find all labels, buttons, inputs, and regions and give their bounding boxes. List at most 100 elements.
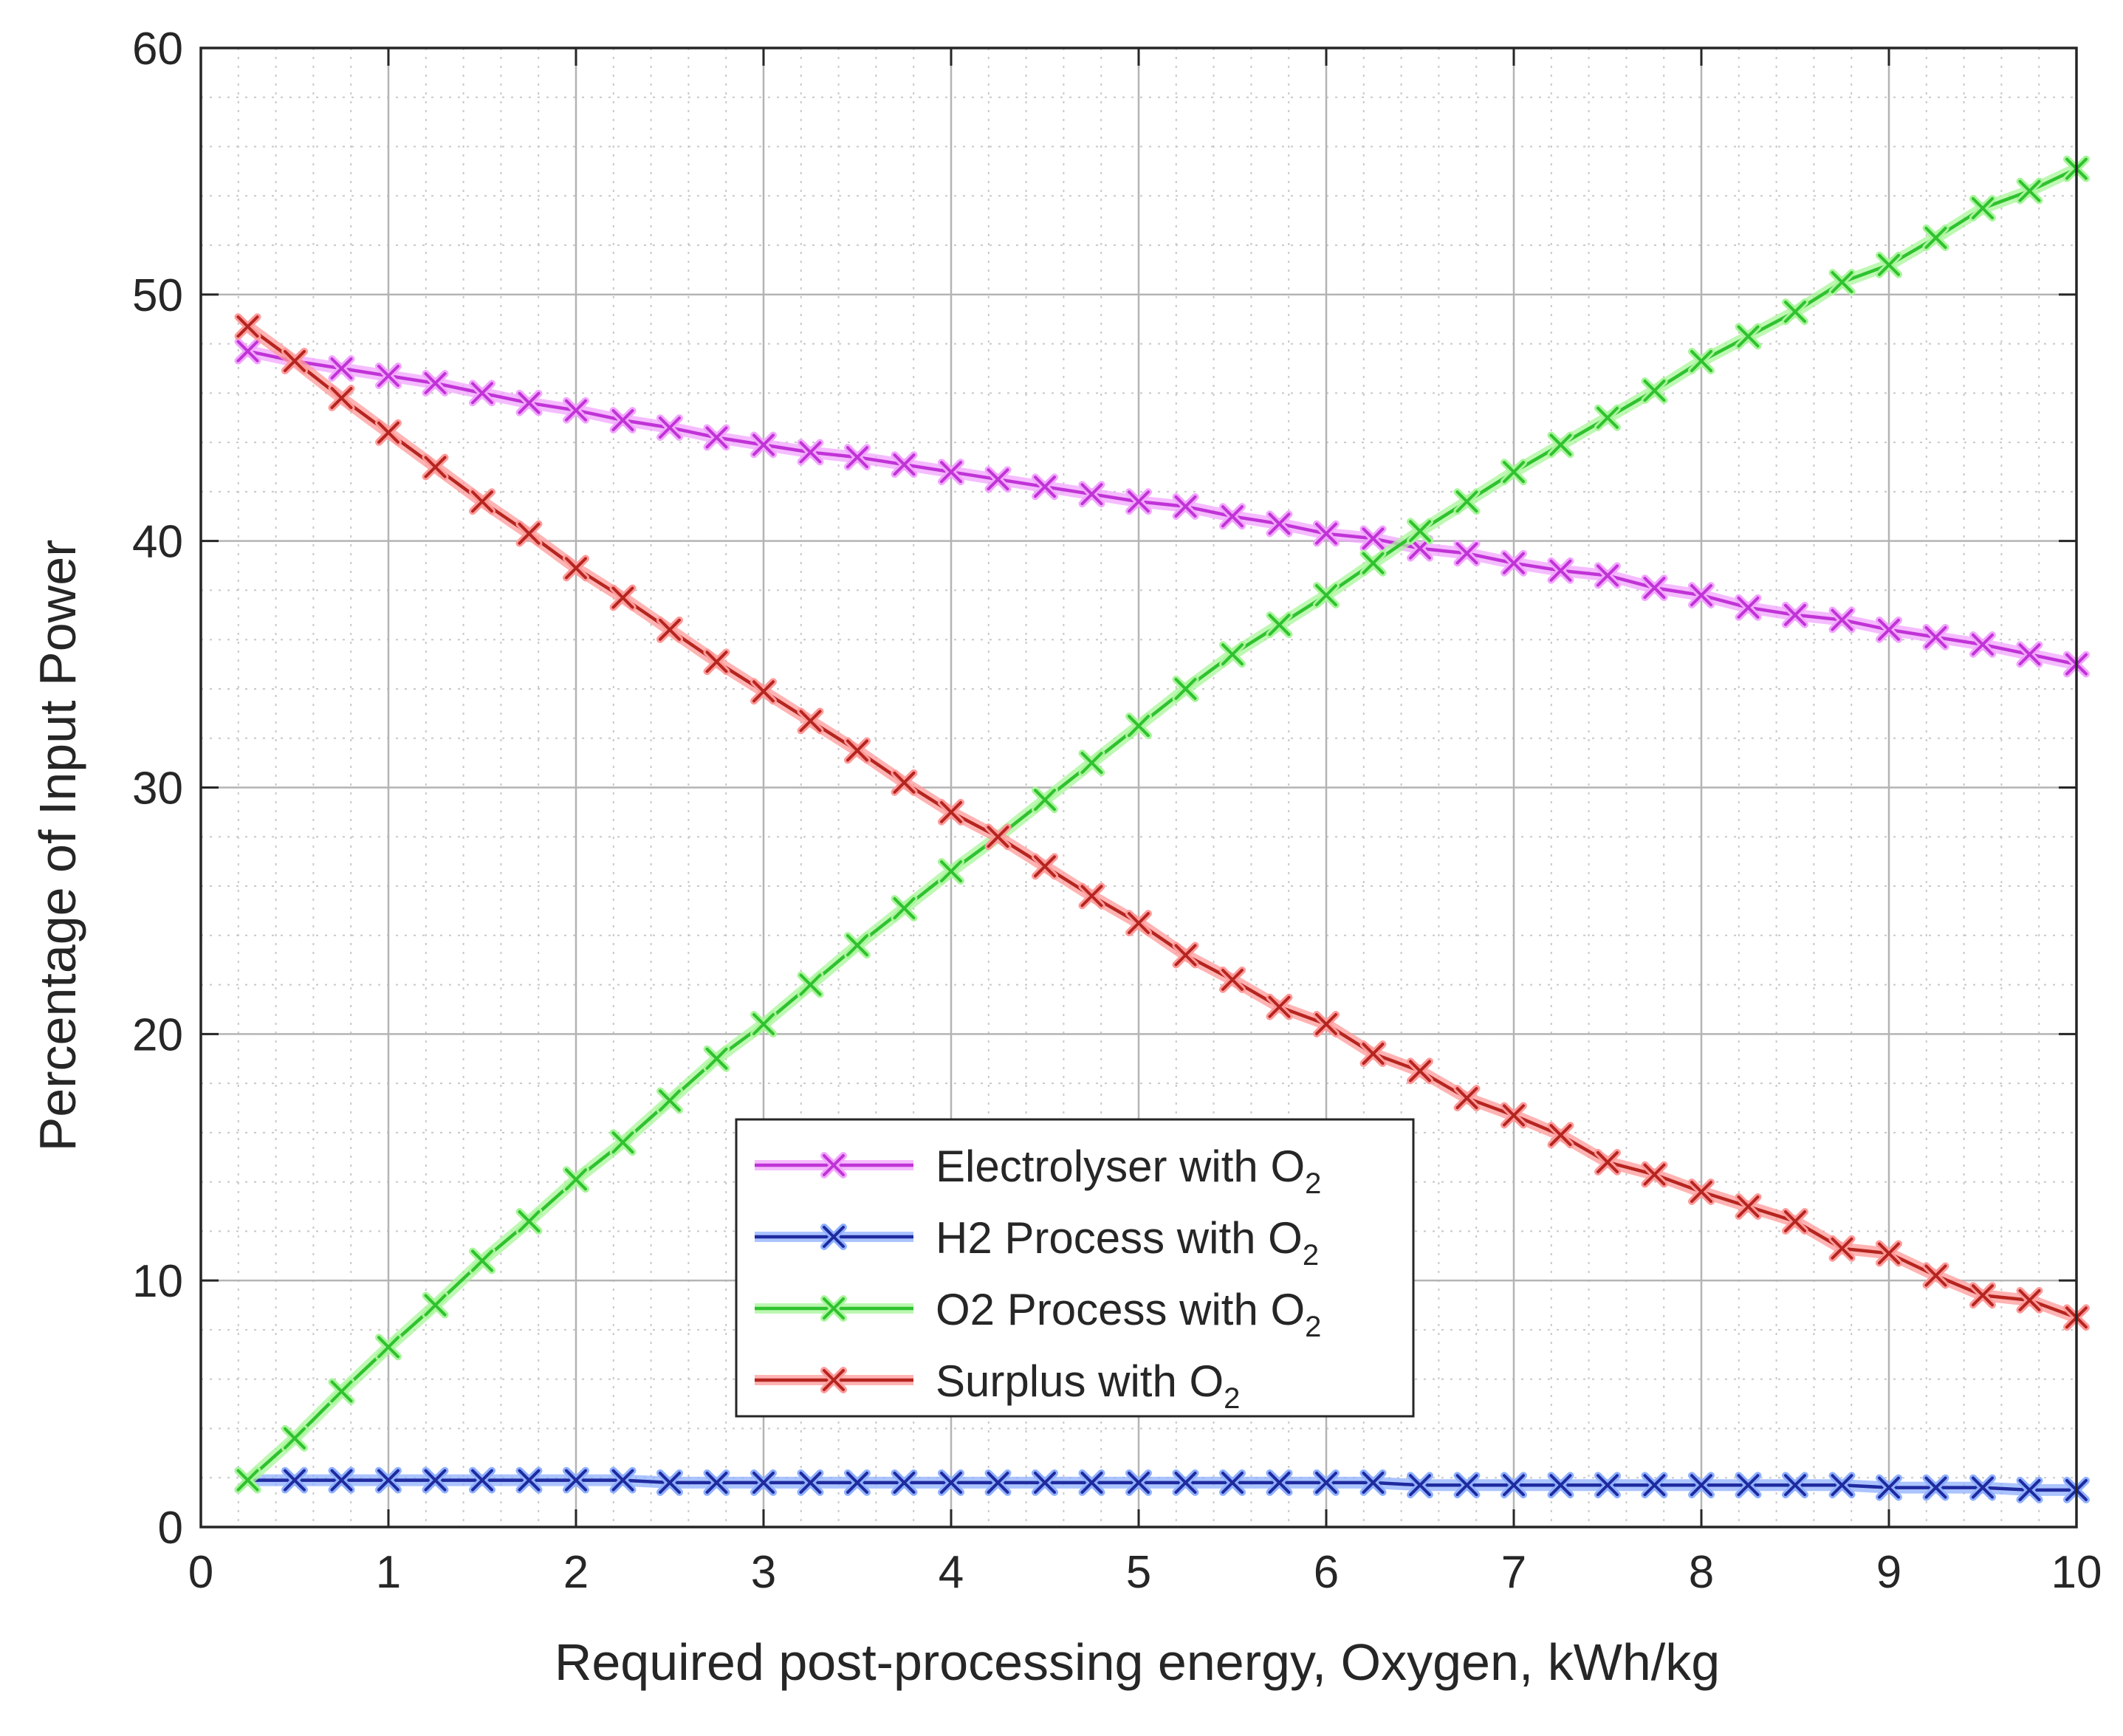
data-point xyxy=(1690,1474,1712,1497)
x-tick-label: 0 xyxy=(188,1547,213,1598)
data-point xyxy=(1831,608,1853,631)
data-point xyxy=(1737,596,1760,619)
data-point xyxy=(1831,271,1853,294)
data-point xyxy=(1455,490,1478,513)
data-point xyxy=(2018,1478,2041,1501)
data-point xyxy=(1174,1471,1197,1494)
data-point xyxy=(377,364,399,387)
data-point xyxy=(518,1210,541,1233)
data-point xyxy=(752,433,775,456)
data-point xyxy=(1080,885,1103,908)
data-point xyxy=(1972,1476,1994,1499)
legend-marker xyxy=(823,1297,845,1320)
data-point xyxy=(518,391,541,414)
data-point xyxy=(1080,483,1103,506)
data-point xyxy=(1596,1150,1619,1173)
data-point xyxy=(1784,1210,1806,1233)
data-point xyxy=(1362,1043,1385,1066)
x-tick-label: 3 xyxy=(751,1547,776,1598)
data-point xyxy=(1831,1474,1853,1497)
data-point xyxy=(1455,542,1478,565)
data-point xyxy=(705,1471,728,1494)
data-point xyxy=(1409,1060,1431,1083)
legend-entry-h2-process-with-o: H2 Process with O2 xyxy=(755,1213,1319,1272)
data-point xyxy=(752,680,775,703)
data-point xyxy=(1034,789,1056,812)
data-point xyxy=(1034,1471,1056,1494)
data-point xyxy=(1221,643,1244,666)
data-point xyxy=(1174,495,1197,518)
data-point xyxy=(1128,490,1150,513)
y-tick-label: 40 xyxy=(132,517,183,568)
data-point xyxy=(1878,253,1900,276)
y-tick-label: 20 xyxy=(132,1009,183,1060)
y-tick-label: 0 xyxy=(158,1503,183,1554)
data-point xyxy=(2018,179,2041,202)
x-tick-label: 9 xyxy=(1876,1547,1901,1598)
legend-entry-electrolyser-with-o: Electrolyser with O2 xyxy=(755,1142,1321,1200)
data-point xyxy=(1972,633,1994,656)
data-point xyxy=(846,934,868,957)
data-point xyxy=(284,1469,306,1492)
data-point xyxy=(1221,968,1244,991)
data-point xyxy=(1034,476,1056,498)
data-point xyxy=(1268,512,1291,535)
data-point xyxy=(1128,912,1150,935)
data-point xyxy=(236,340,259,363)
data-point xyxy=(565,557,587,580)
data-point xyxy=(893,897,916,920)
data-point xyxy=(330,1469,353,1492)
data-point xyxy=(893,453,916,476)
data-point xyxy=(799,973,822,996)
data-point xyxy=(940,461,962,484)
data-point xyxy=(1549,433,1572,456)
data-point xyxy=(471,490,493,513)
data-point xyxy=(987,1471,1009,1494)
data-point xyxy=(1128,1471,1150,1494)
data-point xyxy=(1174,677,1197,700)
data-point xyxy=(1221,505,1244,528)
data-point xyxy=(799,710,822,733)
data-point xyxy=(1596,564,1619,587)
legend-label: H2 Process with O2 xyxy=(936,1213,1319,1272)
data-point xyxy=(565,399,587,422)
data-point xyxy=(1737,1474,1760,1497)
data-point xyxy=(1503,1474,1525,1497)
x-tick-label: 7 xyxy=(1501,1547,1526,1598)
data-point xyxy=(705,426,728,449)
series-line xyxy=(247,349,2077,666)
data-point xyxy=(284,1427,306,1449)
data-point xyxy=(659,1471,681,1494)
data-point xyxy=(1784,1474,1806,1497)
data-point xyxy=(1737,1195,1760,1218)
data-point xyxy=(1409,520,1431,543)
series-line xyxy=(247,325,2077,1320)
data-point xyxy=(236,1469,259,1492)
data-point xyxy=(940,1471,962,1494)
x-tick-label: 4 xyxy=(939,1547,964,1598)
series-h2-process-with-o xyxy=(234,1466,2090,1503)
x-tick-label: 6 xyxy=(1314,1547,1339,1598)
data-point xyxy=(1596,1474,1619,1497)
data-point xyxy=(424,1294,447,1317)
data-point xyxy=(1878,1242,1900,1265)
data-point xyxy=(1878,618,1900,641)
data-point xyxy=(1221,1471,1244,1494)
data-point xyxy=(893,771,916,794)
data-point xyxy=(1455,1474,1478,1497)
data-point xyxy=(1034,855,1056,878)
series-line xyxy=(247,1478,2076,1492)
data-point xyxy=(1315,522,1337,545)
data-point xyxy=(1831,1237,1853,1260)
legend-label: Surplus with O2 xyxy=(936,1356,1240,1415)
data-point xyxy=(518,522,541,545)
data-point xyxy=(1315,584,1337,607)
x-tick-label: 2 xyxy=(563,1547,589,1598)
data-point xyxy=(330,357,353,380)
data-point xyxy=(1924,227,1947,250)
data-point xyxy=(940,860,962,882)
data-point xyxy=(1924,1476,1947,1499)
data-point xyxy=(1690,1180,1712,1203)
data-point xyxy=(1128,715,1150,738)
